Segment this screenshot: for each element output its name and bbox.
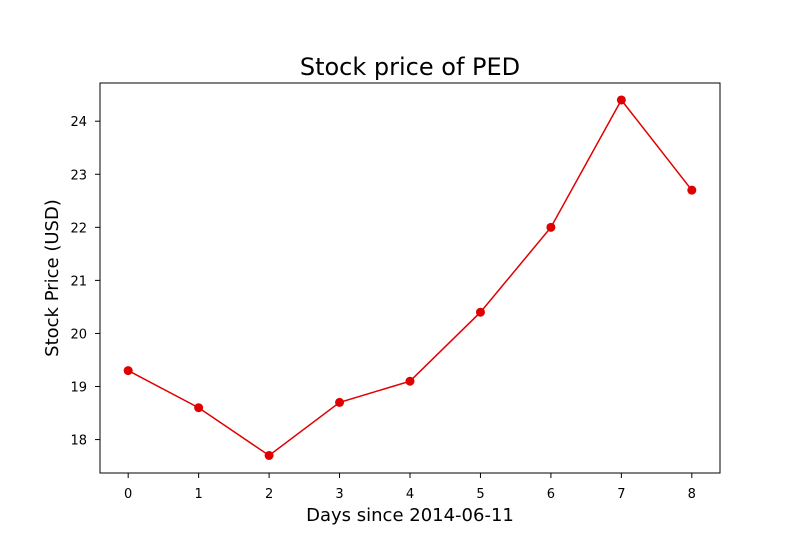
y-tick-label: 22	[70, 221, 87, 236]
series-layer	[123, 95, 697, 460]
data-point	[546, 222, 556, 232]
y-tick-label: 19	[70, 381, 87, 396]
x-tick-label: 5	[476, 487, 484, 502]
y-axis: 18 19 20 21 22 23 24	[70, 115, 100, 449]
data-point	[264, 450, 274, 460]
x-tick-label: 4	[406, 487, 414, 502]
chart-title: Stock price of PED	[300, 53, 520, 81]
y-tick-label: 23	[70, 168, 87, 183]
data-point	[123, 366, 133, 376]
data-point	[687, 185, 697, 195]
x-tick-label: 8	[688, 487, 696, 502]
x-axis-label: Days since 2014-06-11	[306, 505, 514, 526]
y-tick-label: 18	[70, 434, 87, 449]
data-point	[335, 397, 345, 407]
x-tick-label: 3	[335, 487, 343, 502]
data-point	[616, 95, 626, 105]
y-tick-label: 24	[70, 115, 87, 130]
y-tick-label: 21	[70, 274, 87, 289]
y-tick-label: 20	[70, 327, 87, 342]
data-point	[194, 403, 204, 413]
y-axis-label: Stock Price (USD)	[42, 199, 63, 357]
x-tick-label: 0	[124, 487, 132, 502]
x-axis: 0 1 2 3 4 5 6 7 8	[124, 473, 696, 502]
data-point	[405, 376, 415, 386]
x-tick-label: 7	[617, 487, 625, 502]
x-tick-label: 1	[194, 487, 202, 502]
data-point	[475, 307, 485, 317]
x-tick-label: 6	[547, 487, 555, 502]
x-tick-label: 2	[265, 487, 273, 502]
